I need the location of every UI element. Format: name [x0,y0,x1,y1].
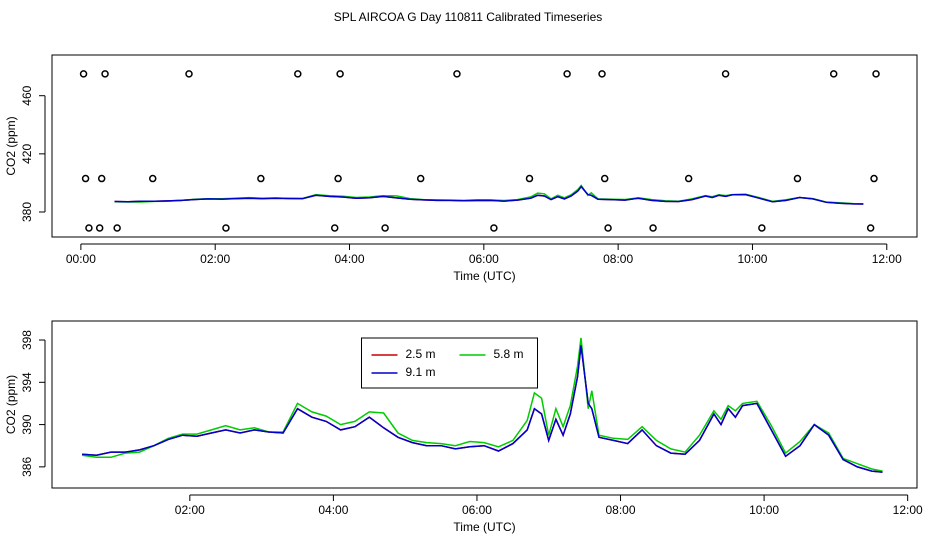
calibration-point [649,224,657,232]
x-tick-label: 12:00 [872,252,902,266]
y-axis-title: CO2 (ppm) [4,375,18,434]
calibration-point [684,174,693,183]
plot-frame [51,54,918,238]
calibration-point [793,174,802,183]
calibration-point [222,224,230,232]
legend-label: 5.8 m [494,347,524,361]
calibration-point [294,70,302,78]
y-tick-label: 380 [20,202,34,222]
legend-label: 9.1 m [406,365,436,379]
x-tick-label: 04:00 [334,252,364,266]
y-tick-label: 394 [20,372,34,392]
calibration-point [148,174,157,183]
calibration-point [113,224,121,232]
calibration-point [85,224,93,232]
plot-frame [51,320,918,489]
calibration-point [829,70,838,78]
y-axis-title: CO2 (ppm) [4,116,18,175]
calibration-point [257,174,265,183]
calibration-point [381,224,389,232]
calibration-point [563,70,571,78]
calibration-point [95,224,104,232]
x-axis-title: Time (UTC) [453,269,515,283]
x-tick-label: 12:00 [893,503,923,517]
y-tick-label: 460 [20,85,34,105]
calibration-point [604,224,612,232]
calibration-point [97,174,106,183]
x-tick-label: 08:00 [603,252,633,266]
x-tick-label: 04:00 [318,503,348,517]
x-tick-label: 06:00 [469,252,499,266]
y-tick-label: 420 [20,144,34,164]
x-tick-label: 10:00 [749,503,779,517]
x-tick-label: 08:00 [606,503,636,517]
calibration-point [598,70,606,78]
series-line [81,337,883,472]
calibration-point [600,174,609,183]
x-tick-label: 00:00 [66,252,96,266]
series-line [114,185,864,205]
x-tick-label: 02:00 [200,252,230,266]
calibration-point [870,174,878,183]
calibration-point [490,224,498,232]
calibration-point [79,70,88,78]
y-tick-label: 398 [20,330,34,350]
series-line [82,345,883,473]
calibration-point [336,70,344,78]
calibration-point [872,70,880,78]
legend [361,337,538,389]
calibration-point [101,70,109,78]
calibration-point [453,70,461,78]
calibration-point [334,174,342,183]
calibration-point [866,224,875,232]
calibration-point [758,224,766,232]
calibration-point [185,70,193,78]
calibration-point [721,70,730,78]
x-tick-label: 10:00 [737,252,767,266]
calibration-point [525,174,534,183]
calibration-point [81,174,90,183]
x-tick-label: 06:00 [462,503,492,517]
legend-label: 2.5 m [406,347,436,361]
x-tick-label: 02:00 [175,503,205,517]
calibration-point [330,224,339,232]
y-tick-label: 390 [20,414,34,434]
y-tick-label: 386 [20,457,34,477]
chart-title: SPL AIRCOA G Day 110811 Calibrated Times… [334,10,603,24]
calibration-point [416,174,425,183]
x-axis-title: Time (UTC) [453,520,515,534]
